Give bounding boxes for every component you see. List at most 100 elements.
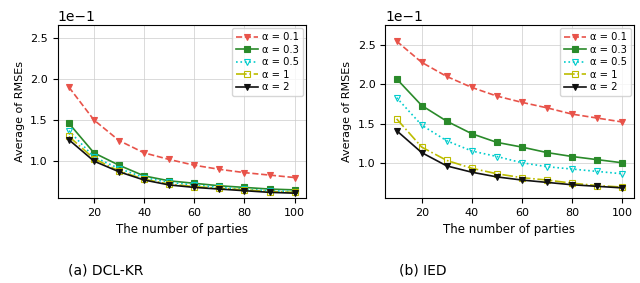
- X-axis label: The number of parties: The number of parties: [444, 223, 575, 236]
- α = 0.3: [568, 155, 576, 158]
- α = 1: [518, 176, 526, 179]
- α = 1: [241, 188, 248, 192]
- α = 0.1: [115, 139, 123, 142]
- Legend: α = 0.1, α = 0.3, α = 0.5, α = 1, α = 2: α = 0.1, α = 0.3, α = 0.5, α = 1, α = 2: [559, 29, 630, 97]
- Text: (b) IED: (b) IED: [399, 263, 446, 278]
- α = 1: [443, 159, 451, 162]
- α = 0.3: [165, 179, 173, 183]
- α = 2: [443, 164, 451, 168]
- Line: α = 0.3: α = 0.3: [66, 120, 298, 193]
- α = 0.5: [165, 181, 173, 184]
- α = 2: [543, 181, 551, 184]
- α = 0.1: [90, 118, 98, 122]
- α = 1: [418, 145, 426, 149]
- α = 0.1: [191, 164, 198, 167]
- α = 0.5: [115, 167, 123, 170]
- α = 0.5: [266, 189, 273, 192]
- α = 2: [618, 186, 626, 190]
- α = 1: [165, 183, 173, 186]
- α = 0.3: [493, 141, 500, 144]
- α = 0.5: [393, 96, 401, 99]
- α = 0.3: [115, 164, 123, 167]
- α = 0.5: [291, 190, 298, 193]
- α = 0.5: [543, 165, 551, 168]
- α = 2: [140, 178, 148, 182]
- α = 2: [493, 175, 500, 179]
- α = 1: [468, 167, 476, 170]
- α = 0.3: [618, 161, 626, 164]
- α = 1: [140, 177, 148, 181]
- α = 0.1: [543, 106, 551, 110]
- Line: α = 0.5: α = 0.5: [394, 95, 625, 177]
- α = 2: [90, 159, 98, 163]
- α = 0.1: [568, 112, 576, 116]
- α = 2: [418, 151, 426, 154]
- α = 2: [165, 183, 173, 187]
- α = 2: [568, 183, 576, 186]
- α = 0.1: [241, 171, 248, 174]
- α = 2: [518, 178, 526, 182]
- α = 1: [291, 191, 298, 194]
- α = 0.5: [468, 149, 476, 153]
- α = 0.1: [165, 158, 173, 161]
- Y-axis label: Average of RMSEs: Average of RMSEs: [15, 61, 24, 162]
- α = 0.3: [393, 77, 401, 81]
- α = 0.3: [468, 132, 476, 136]
- α = 0.1: [393, 39, 401, 43]
- Text: (a) DCL-KR: (a) DCL-KR: [68, 263, 143, 278]
- α = 0.5: [191, 183, 198, 187]
- α = 1: [90, 157, 98, 160]
- α = 0.3: [593, 158, 601, 161]
- Line: α = 0.5: α = 0.5: [66, 128, 298, 195]
- Y-axis label: Average of RMSEs: Average of RMSEs: [342, 61, 352, 162]
- α = 0.1: [140, 151, 148, 155]
- α = 2: [593, 185, 601, 188]
- α = 0.5: [618, 172, 626, 175]
- α = 0.3: [216, 184, 223, 187]
- α = 0.1: [468, 86, 476, 89]
- α = 0.1: [593, 116, 601, 120]
- α = 0.1: [443, 75, 451, 78]
- α = 0.3: [443, 119, 451, 123]
- α = 0.3: [518, 145, 526, 149]
- α = 0.5: [443, 139, 451, 143]
- α = 0.3: [65, 122, 73, 125]
- α = 0.5: [418, 123, 426, 127]
- α = 1: [568, 181, 576, 185]
- α = 1: [393, 117, 401, 121]
- α = 0.3: [90, 151, 98, 155]
- α = 0.5: [90, 155, 98, 159]
- Line: α = 0.1: α = 0.1: [394, 38, 625, 125]
- α = 1: [593, 184, 601, 187]
- Line: α = 0.1: α = 0.1: [66, 84, 298, 181]
- α = 0.3: [291, 188, 298, 192]
- Line: α = 0.3: α = 0.3: [394, 76, 625, 166]
- α = 2: [191, 186, 198, 189]
- α = 2: [115, 170, 123, 173]
- α = 0.1: [493, 95, 500, 98]
- α = 1: [266, 190, 273, 193]
- α = 0.1: [266, 173, 273, 177]
- α = 0.3: [191, 182, 198, 185]
- α = 0.3: [418, 104, 426, 107]
- α = 2: [216, 187, 223, 191]
- α = 0.5: [593, 170, 601, 173]
- α = 0.3: [266, 187, 273, 191]
- α = 0.1: [618, 120, 626, 124]
- α = 1: [191, 185, 198, 188]
- α = 2: [393, 129, 401, 132]
- X-axis label: The number of parties: The number of parties: [116, 223, 248, 236]
- α = 0.1: [518, 101, 526, 104]
- α = 0.5: [518, 161, 526, 164]
- α = 0.5: [241, 187, 248, 191]
- α = 1: [493, 172, 500, 175]
- α = 2: [291, 192, 298, 195]
- Line: α = 1: α = 1: [66, 133, 298, 196]
- α = 2: [266, 191, 273, 194]
- α = 1: [65, 135, 73, 138]
- α = 0.5: [140, 176, 148, 179]
- α = 1: [543, 178, 551, 182]
- Line: α = 2: α = 2: [66, 137, 298, 196]
- Line: α = 2: α = 2: [394, 128, 625, 191]
- α = 0.1: [291, 176, 298, 179]
